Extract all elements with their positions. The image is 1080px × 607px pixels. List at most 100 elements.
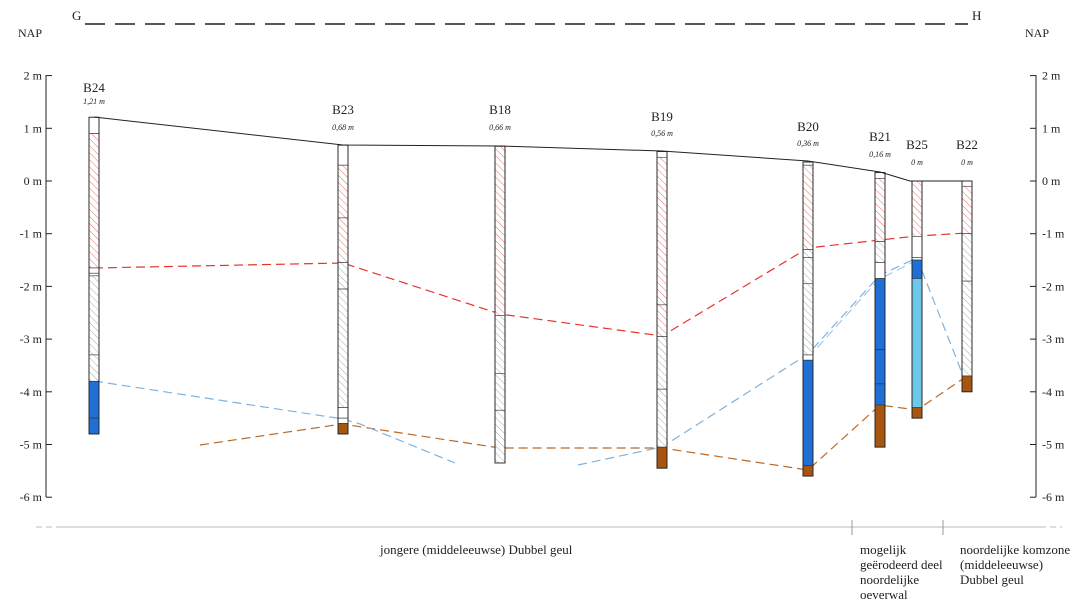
zone-label-levee: mogelijk geërodeerd deel noordelijke oev… (860, 542, 943, 602)
brown-correlation-line (199, 375, 968, 471)
borehole-layer (802, 359, 814, 466)
borehole-layer (494, 315, 506, 374)
borehole-layer (874, 349, 886, 385)
borehole-layer (656, 151, 668, 158)
section-end-label: H (972, 8, 981, 23)
ground-surface-line (93, 116, 967, 182)
borehole-layer (874, 404, 886, 448)
left-tick-label: 1 m (24, 121, 43, 135)
right-tick-label: -1 m (1042, 227, 1065, 241)
red-correlation-line (93, 232, 968, 337)
borehole-name: B22 (956, 137, 978, 152)
borehole-b22: B22 0 m (956, 137, 978, 393)
borehole-layer (802, 354, 814, 361)
left-tick-label: -1 m (20, 227, 43, 241)
borehole-layer (911, 180, 923, 237)
borehole-layer (802, 257, 814, 285)
left-tick-label: -5 m (20, 438, 43, 452)
borehole-layer (802, 465, 814, 477)
right-tick-label: -4 m (1042, 385, 1065, 399)
borehole-elevation: 0,16 m (869, 150, 891, 159)
borehole-layer (88, 417, 100, 435)
borehole-name: B19 (651, 109, 673, 124)
left-tick-label: -3 m (20, 332, 43, 346)
right-tick-label: 0 m (1042, 174, 1061, 188)
zone-bar (36, 520, 1062, 535)
borehole-elevation: 1,21 m (83, 97, 105, 106)
borehole-layer (337, 288, 349, 408)
left-tick-label: 2 m (24, 69, 43, 83)
borehole-layer (337, 164, 349, 219)
borehole-layer (337, 407, 349, 419)
borehole-layer (494, 373, 506, 411)
right-tick-label: -2 m (1042, 279, 1065, 293)
borehole-outline (802, 161, 814, 477)
blue-correlation-line-left (93, 380, 456, 464)
borehole-layer (874, 178, 886, 242)
borehole-layer (802, 249, 814, 258)
blue-correlation-line-right (577, 257, 963, 466)
right-tick-label: 1 m (1042, 121, 1061, 135)
borehole-layer (88, 272, 100, 277)
borehole-layer (88, 275, 100, 356)
borehole-elevation: 0,66 m (489, 123, 511, 132)
borehole-name: B23 (332, 102, 354, 117)
borehole-layer (88, 354, 100, 382)
borehole-layer (88, 133, 100, 269)
borehole-layer (911, 407, 923, 419)
borehole-layer (656, 156, 668, 306)
borehole-b21: B21 0,16 m (869, 129, 891, 448)
borehole-layer (88, 116, 100, 134)
borehole-outline (874, 172, 886, 448)
borehole-layer (802, 283, 814, 356)
borehole-name: B21 (869, 129, 891, 144)
borehole-layer (874, 278, 886, 350)
borehole-layer (656, 388, 668, 448)
borehole-b18: B18 0,66 m (489, 102, 511, 464)
borehole-layer (337, 217, 349, 263)
borehole-layer (874, 241, 886, 263)
borehole-elevation: 0,56 m (651, 129, 673, 138)
borehole-layer (337, 423, 349, 435)
borehole-layer (802, 161, 814, 166)
boreholes: B24 1,21 m B23 0,68 m B18 0,66 m B19 0,56 m B20 0… (83, 80, 978, 477)
borehole-layer (337, 262, 349, 290)
borehole-layer (961, 280, 973, 377)
right-tick-label: 2 m (1042, 69, 1061, 83)
borehole-layer (961, 180, 973, 187)
borehole-layer (961, 233, 973, 282)
borehole-b20: B20 0,36 m (797, 119, 819, 477)
borehole-layer (337, 417, 349, 424)
borehole-layer (874, 262, 886, 279)
borehole-layer (911, 257, 923, 261)
borehole-elevation: 0 m (961, 158, 973, 167)
left-axis-ticks: 2 m 1 m 0 m -1 m -2 m -3 m -4 m -5 m -6 m (20, 69, 52, 504)
borehole-elevation: 0 m (911, 158, 923, 167)
borehole-name: B25 (906, 137, 928, 152)
borehole-name: B18 (489, 102, 511, 117)
borehole-name: B20 (797, 119, 819, 134)
left-tick-label: -2 m (20, 279, 43, 293)
borehole-layer (961, 185, 973, 235)
section-start-label: G (72, 8, 81, 23)
borehole-layer (494, 409, 506, 464)
right-tick-label: -5 m (1042, 438, 1065, 452)
borehole-layer (494, 145, 506, 316)
borehole-layer (656, 304, 668, 337)
left-tick-label: -4 m (20, 385, 43, 399)
borehole-layer (656, 336, 668, 390)
right-axis-ticks: 2 m 1 m 0 m -1 m -2 m -3 m -4 m -5 m -6 m (1030, 69, 1065, 504)
borehole-b23: B23 0,68 m (332, 102, 354, 435)
borehole-layer (802, 164, 814, 250)
borehole-elevation: 0,68 m (332, 123, 354, 132)
borehole-layer (961, 375, 973, 393)
blue-correlation-line-inner (807, 261, 914, 359)
left-axis-title: NAP (18, 26, 42, 40)
correlation-lines (93, 232, 968, 471)
borehole-layer (911, 259, 923, 279)
right-tick-label: -6 m (1042, 490, 1065, 504)
left-tick-label: -6 m (20, 490, 43, 504)
zone-label-basin: noordelijke komzone (middeleeuwse) Dubbe… (960, 542, 1071, 587)
